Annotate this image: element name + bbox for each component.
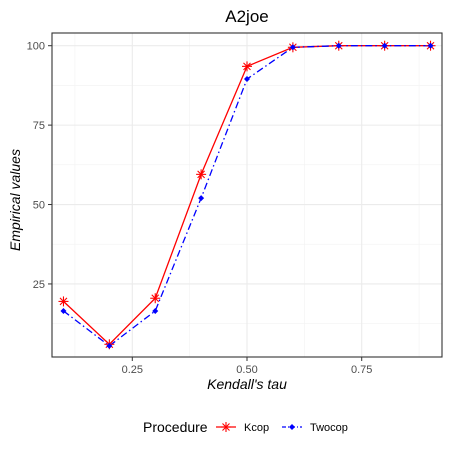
legend-key-marker-twocop: [289, 424, 295, 430]
legend-key-marker-kcop: [221, 422, 231, 432]
y-tick-label: 100: [27, 41, 45, 53]
data-point-kcop: [150, 293, 161, 304]
data-point-twocop: [152, 307, 159, 314]
data-point-twocop: [198, 195, 205, 202]
data-point-twocop: [244, 76, 250, 83]
data-point-kcop: [58, 296, 69, 307]
y-tick-label: 50: [33, 200, 45, 212]
chart-marks: [58, 40, 436, 350]
x-tick-label: 0.25: [122, 364, 143, 376]
data-point-twocop: [427, 42, 434, 49]
data-point-twocop: [60, 307, 67, 314]
x-axis-title: Kendall's tau: [207, 376, 287, 392]
legend-label-twocop: Twocop: [310, 422, 348, 434]
legend: Procedure Kcop Twocop: [143, 419, 348, 435]
data-point-twocop: [289, 44, 296, 51]
x-tick-label: 0.50: [236, 364, 257, 376]
data-point-twocop: [335, 42, 342, 49]
legend-title: Procedure: [143, 419, 208, 435]
axes: 0.25 0.50 0.75 25 50 75 100: [27, 32, 443, 376]
legend-label-kcop: Kcop: [244, 422, 269, 434]
data-point-kcop: [196, 169, 207, 180]
data-point-twocop: [106, 342, 113, 349]
y-axis-title: Empirical values: [7, 149, 23, 251]
chart-title: A2joe: [225, 7, 268, 26]
y-tick-label: 25: [33, 279, 45, 291]
data-point-twocop: [381, 42, 388, 49]
y-tick-label: 75: [33, 120, 45, 132]
x-tick-label: 0.75: [351, 364, 372, 376]
data-point-kcop: [242, 61, 252, 72]
plot-panel: [52, 33, 442, 357]
